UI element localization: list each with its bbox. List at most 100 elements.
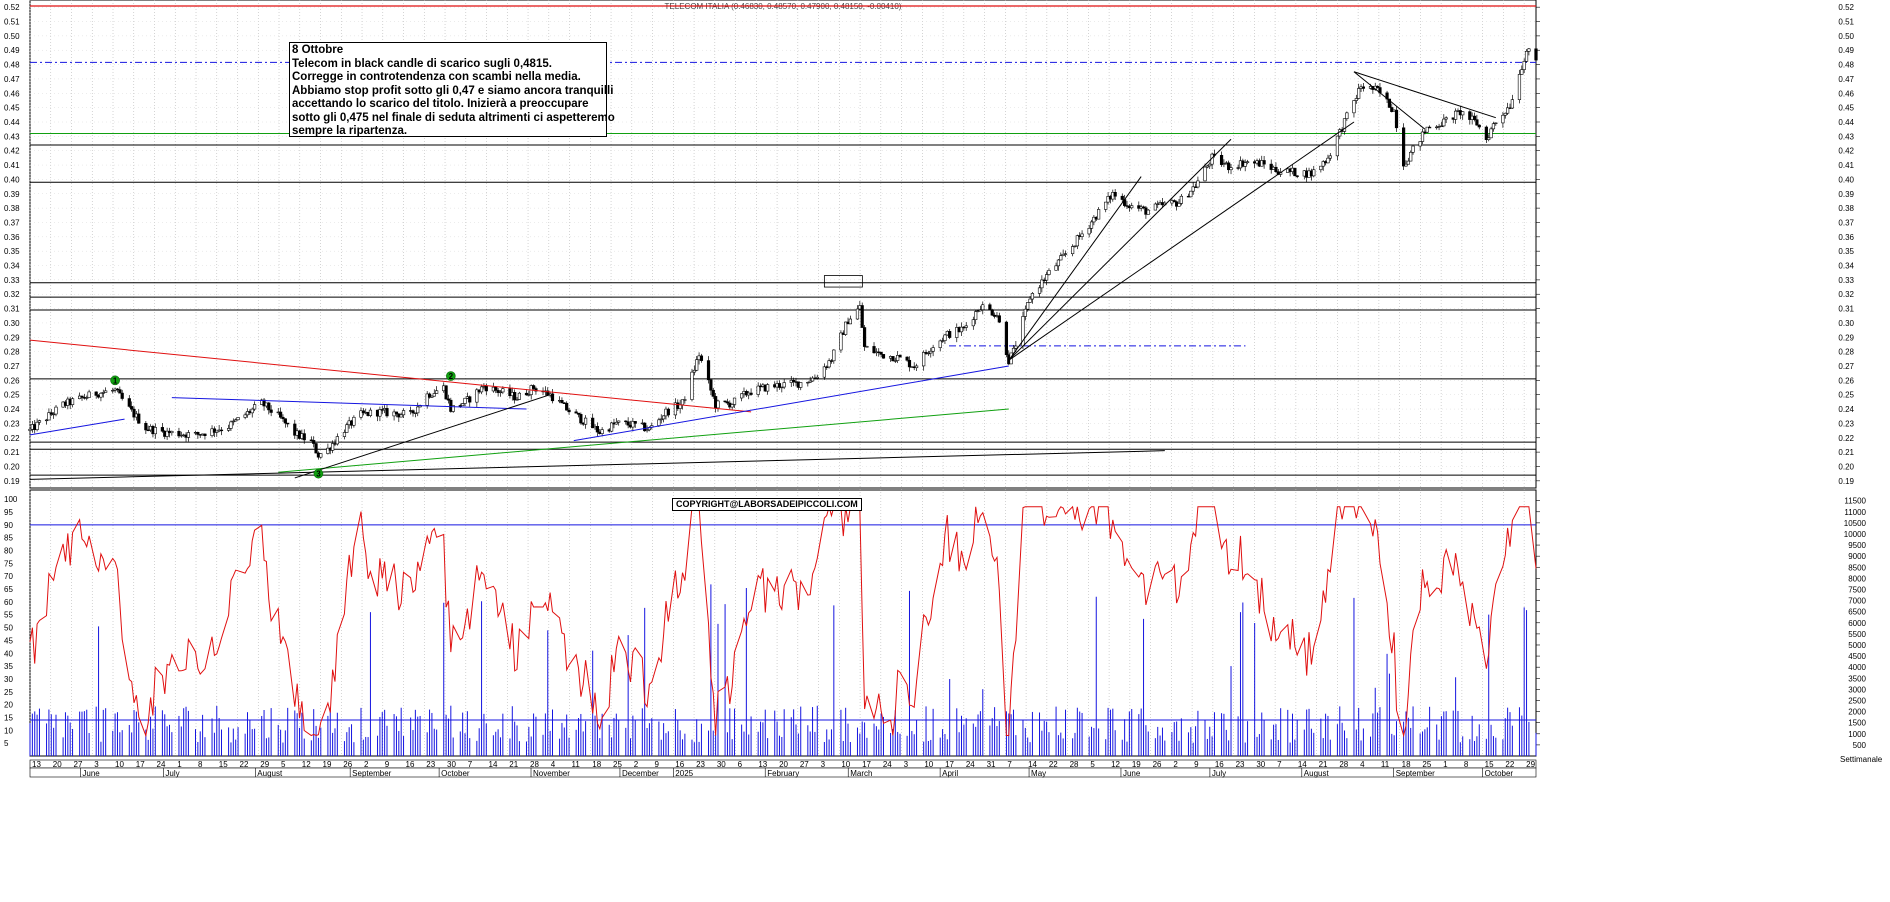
candle-body [1354,98,1358,101]
candle-body [780,386,784,389]
candle-body [144,422,148,431]
volume-tick-label: 2000 [1848,708,1866,717]
candle-body [231,420,235,423]
x-tick-label: 24 [157,760,166,769]
x-tick-label: 9 [385,760,390,769]
volume-tick-label: 10500 [1844,519,1867,528]
x-tick-label: 11 [1381,760,1390,769]
candle-body [1326,157,1330,164]
candle-body [683,399,687,401]
candle-body [988,304,992,310]
y-tick-label: 0.47 [4,75,20,84]
y-tick-label: 0.25 [4,391,20,400]
x-tick-label: 28 [1339,760,1348,769]
candle-body [451,405,455,412]
osc-tick-label: 100 [4,495,18,504]
candle-body [368,409,373,416]
candle-body [267,402,271,411]
candle-body [479,386,484,393]
x-tick-label: 22 [240,760,249,769]
volume-tick-label: 5500 [1848,630,1866,639]
y-tick-label: 0.20 [1838,462,1854,471]
wave-marker [110,375,120,386]
candle-body [1023,308,1027,317]
x-tick-label: 17 [136,760,145,769]
candle-body [1028,298,1032,303]
y-tick-label: 0.41 [4,161,20,170]
osc-tick-label: 90 [4,521,13,530]
candle-body [922,352,926,367]
candle-body [99,392,103,398]
y-tick-label: 0.43 [1838,132,1854,141]
x-month-label: August [1304,769,1330,778]
x-tick-label: 3 [904,760,909,769]
candle-body [964,325,968,328]
candle-body [583,417,588,425]
candle-body [1522,61,1526,70]
candle-body [1063,253,1068,255]
candle-body [1071,246,1075,255]
x-tick-label: 7 [1007,760,1012,769]
x-tick-label: 28 [1070,760,1079,769]
candle-body [177,430,181,437]
candle-body [1222,163,1226,165]
candle-body [659,418,663,421]
y-tick-label: 0.39 [4,190,20,199]
candle-body [1491,123,1496,130]
candle-body [279,411,283,418]
x-month-label: December [622,769,659,778]
x-tick-label: 2 [364,760,369,769]
osc-tick-label: 25 [4,688,13,697]
candle-body [756,385,760,395]
y-tick-label: 0.22 [4,434,20,443]
osc-tick-label: 5 [4,739,9,748]
osc-tick-label: 50 [4,624,13,633]
x-tick-label: 28 [530,760,539,769]
osc-tick-label: 15 [4,713,13,722]
candle-body [740,393,744,399]
x-tick-label: 14 [1298,760,1307,769]
candle-body [1054,265,1058,271]
candle-body [624,420,628,423]
volume-tick-label: 7000 [1848,597,1866,606]
candle-body [567,409,571,413]
candle-body [695,359,699,371]
trendlines [29,71,1496,480]
candle-body [855,308,860,320]
candle-body [432,393,436,397]
candle-body [1203,166,1207,182]
x-tick-label: 25 [613,760,622,769]
volume-tick-label: 8000 [1848,574,1866,583]
volume-tick-label: 11000 [1844,508,1866,517]
y-tick-label: 0.34 [4,262,20,271]
y-tick-label: 0.33 [1838,276,1854,285]
y-tick-label: 0.20 [4,462,20,471]
candle-body [565,402,569,411]
x-tick-label: 23 [426,760,435,769]
candle-body [49,412,53,415]
candle-body [1489,128,1493,139]
candle-body [1196,180,1200,188]
x-tick-label: 24 [883,760,892,769]
candle-body [203,433,207,436]
candle-body [1219,154,1224,165]
wave-marker-label: 1 [113,376,118,385]
y-tick-label: 0.29 [4,333,20,342]
y-tick-label: 0.51 [4,18,20,27]
y-tick-label: 0.28 [1838,348,1854,357]
candle-body [1402,127,1406,167]
candle-body [560,400,564,404]
x-tick-label: 6 [738,760,743,769]
candle-body [1468,111,1472,120]
trendline [294,394,551,479]
indicator-pane [29,489,1537,757]
candle-body [692,369,696,373]
x-tick-label: 16 [406,760,415,769]
y-tick-label: 0.47 [1838,75,1854,84]
candle-body [860,305,864,328]
wave-marker [313,468,324,479]
note-line: accettando lo scarico del titolo. Inizie… [292,98,589,110]
volume-tick-label: 500 [1853,741,1867,750]
candle-body [1510,99,1514,109]
x-tick-label: 26 [1153,760,1162,769]
